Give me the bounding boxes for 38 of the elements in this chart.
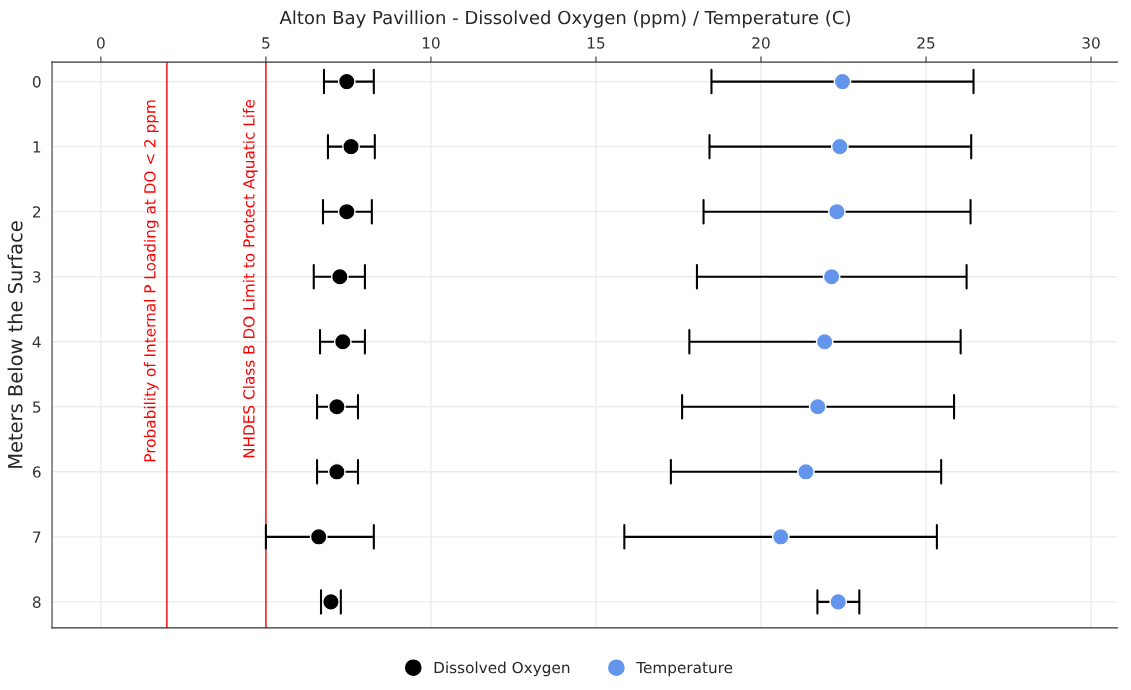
point [822, 267, 841, 286]
y-tick-label: 8 [32, 596, 41, 608]
point [827, 202, 846, 221]
x-tick-label: 5 [262, 37, 270, 49]
point [342, 137, 360, 156]
point [808, 397, 827, 416]
x-tick-label: 10 [422, 37, 440, 49]
x-tick-label: 20 [752, 37, 770, 49]
y-tick-label: 3 [33, 271, 41, 283]
y-tick-label: 5 [33, 401, 41, 413]
point [327, 462, 346, 481]
point [337, 202, 356, 221]
x-tick-label: 0 [97, 37, 105, 49]
y-tick-label: 2 [33, 206, 41, 218]
y-tick-label: 1 [33, 141, 41, 153]
y-tick-label: 6 [32, 466, 41, 478]
y-axis-title: Meters Below the Surface [7, 221, 23, 468]
y-tick-label: 0 [32, 76, 41, 88]
x-tick-label: 25 [917, 37, 935, 49]
point [815, 332, 834, 351]
y-tick-label: 7 [33, 531, 41, 543]
x-tick-label: 15 [587, 37, 605, 49]
legend-label: Dissolved Oxygen [434, 661, 570, 677]
point [337, 72, 356, 91]
x-tick-label: 30 [1082, 37, 1100, 49]
y-tick-label: 4 [32, 336, 41, 348]
point [830, 137, 849, 156]
chart-title: Alton Bay Pavillion - Dissolved Oxygen (ppm) / Temperature (C) [279, 10, 850, 28]
point [330, 267, 349, 286]
ref-line-label: Probability of Internal P Loading at DO < 2 ppm [143, 100, 159, 462]
point [327, 397, 346, 416]
point [309, 527, 328, 546]
ref-line-label: NHDES Class B DO Limit to Protect Aquatic Life [242, 99, 258, 458]
legend-label: Temperature [636, 661, 733, 677]
point [796, 462, 815, 481]
point [333, 332, 352, 351]
point [771, 527, 790, 546]
point [833, 72, 852, 91]
